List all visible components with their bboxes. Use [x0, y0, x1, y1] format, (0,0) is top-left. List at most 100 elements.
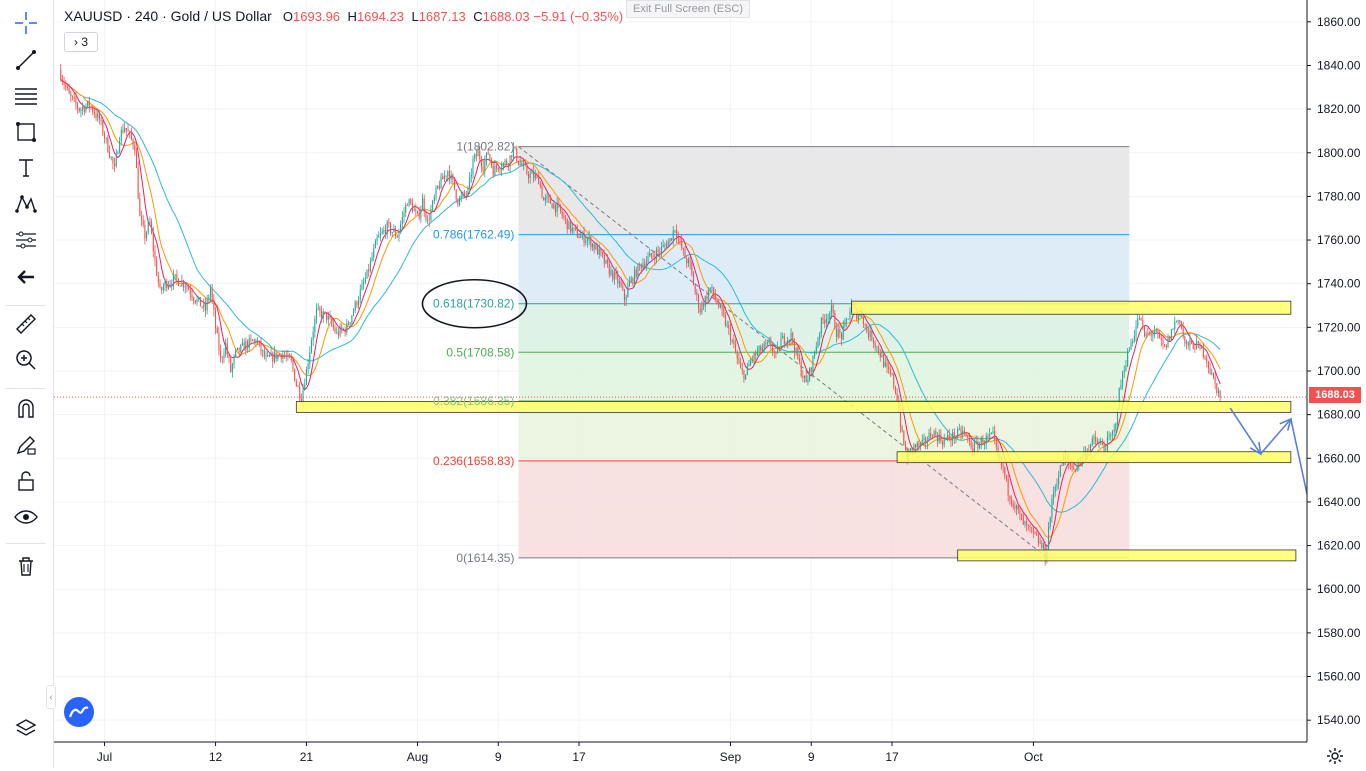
pattern-icon[interactable] [8, 189, 44, 219]
eye-icon[interactable] [8, 502, 44, 532]
fib-icon[interactable] [8, 81, 44, 111]
candle-body [1031, 527, 1033, 529]
candle-body [568, 221, 570, 230]
zoom-in-icon[interactable] [8, 345, 44, 375]
candle-body [936, 434, 939, 442]
candle-body [787, 339, 789, 344]
candle-body [1152, 333, 1154, 336]
candle-body [97, 113, 99, 118]
candle-body [453, 179, 456, 190]
price-tick-label: 1820.00 [1317, 102, 1361, 116]
candle-body [1093, 437, 1095, 439]
candle-body [889, 369, 891, 374]
candle-body [691, 262, 693, 274]
zone-1730 [851, 300, 1292, 315]
candle-body [1157, 330, 1159, 334]
candle-body [591, 244, 594, 248]
candle-body [455, 189, 457, 200]
trash-icon[interactable] [8, 551, 44, 581]
candle-body [1010, 498, 1013, 504]
candle-body [265, 356, 267, 357]
exit-fullscreen-button[interactable]: Exit Full Screen (ESC) [626, 0, 750, 18]
back-arrow-icon[interactable] [8, 262, 44, 292]
candle-body [88, 101, 90, 107]
candle-body [201, 306, 203, 308]
low-label: L [411, 9, 419, 24]
candle-body [1194, 348, 1196, 350]
candle-body [536, 174, 538, 176]
price-tick-label: 1540.00 [1317, 713, 1361, 727]
candle-body [669, 238, 671, 242]
time-tick-label: 21 [300, 750, 314, 764]
candle-body [701, 304, 703, 313]
trend-line-icon[interactable] [8, 45, 44, 75]
collapse-toolbar-button[interactable]: ‹ [46, 685, 56, 709]
crosshair-icon[interactable] [8, 8, 44, 38]
candle-body [931, 437, 933, 439]
rectangle-icon[interactable] [8, 117, 44, 147]
candle-body [304, 385, 306, 390]
candle-body [687, 259, 689, 264]
layers-icon[interactable] [8, 714, 44, 744]
indicator-toggle-button[interactable]: › 3 [64, 32, 98, 52]
candle-body [363, 282, 365, 285]
settings-gear-icon[interactable] [1325, 746, 1345, 766]
candle-body [1167, 336, 1169, 348]
candle-body [871, 329, 873, 340]
candle-body [973, 441, 976, 451]
text-icon[interactable] [8, 153, 44, 183]
candle-body [1122, 372, 1124, 386]
unlock-icon[interactable] [8, 466, 44, 496]
candle-body [181, 281, 183, 286]
candle-body [317, 307, 319, 309]
price-chart[interactable]: 1(1802.82) 0.786(1762.49) 0.618(1730.82) 0.… [54, 0, 1366, 768]
candle-body [925, 437, 927, 443]
candle-body [480, 159, 482, 167]
candle-body [1037, 535, 1039, 544]
candle-body [546, 196, 548, 198]
candle-body [775, 352, 777, 354]
candle-body [1053, 491, 1055, 499]
candle-body [85, 106, 87, 112]
magnet-icon[interactable] [8, 394, 44, 424]
candle-body [319, 307, 321, 312]
candle-body [635, 269, 637, 278]
time-tick-label: 9 [808, 750, 815, 764]
candle-body [809, 367, 811, 381]
candle-body [825, 318, 827, 324]
candle-body [1175, 321, 1177, 323]
tradingview-logo-icon[interactable] [64, 697, 94, 727]
candle-body [442, 176, 444, 180]
candle-body [310, 340, 313, 352]
candle-body [982, 438, 984, 445]
forecast-icon[interactable] [8, 225, 44, 255]
candle-body [408, 199, 410, 206]
candle-body [1110, 435, 1112, 437]
candle-body [70, 93, 72, 97]
candle-body [777, 347, 779, 353]
candle-body [814, 352, 816, 356]
candle-body [413, 209, 415, 212]
candle-body [282, 355, 284, 359]
candle-body [506, 160, 508, 165]
candle-body [522, 163, 525, 166]
candle-body [425, 212, 427, 220]
candle-body [1103, 445, 1105, 450]
candle-body [302, 389, 304, 403]
candle-body [485, 152, 488, 161]
candle-body [241, 342, 244, 345]
candle-body [528, 173, 530, 179]
candle-body [686, 258, 688, 264]
ruler-icon[interactable] [8, 309, 44, 339]
candle-body [452, 174, 454, 180]
candle-body [642, 264, 644, 269]
candle-body [795, 348, 797, 353]
candle-body [790, 332, 792, 340]
candle-body [1212, 372, 1214, 378]
candle-body [561, 211, 563, 216]
candle-body [482, 166, 484, 172]
lock-drawing-icon[interactable] [8, 430, 44, 460]
candle-body [910, 448, 912, 452]
candle-body [467, 188, 469, 195]
projection-line [1259, 418, 1292, 455]
